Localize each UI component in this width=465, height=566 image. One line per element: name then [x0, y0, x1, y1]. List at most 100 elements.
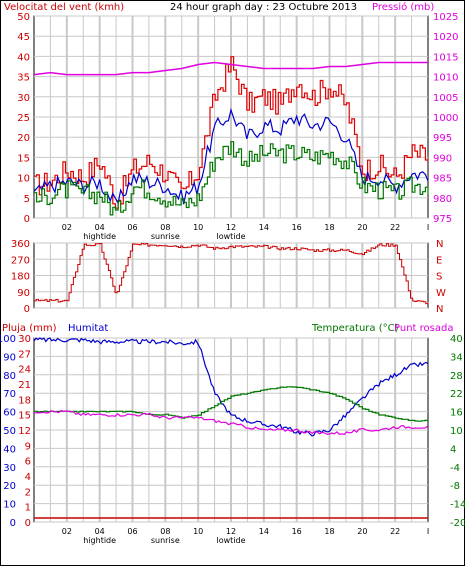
wind-y-tick-label: 20 — [17, 133, 30, 144]
x-annotation-label: lowtide — [216, 232, 245, 241]
x-annotation-label: hightide — [83, 232, 116, 241]
x-annotation-label: sunrise — [151, 232, 180, 241]
wind-direction-line — [34, 242, 429, 305]
temperature-line — [34, 386, 429, 422]
compass-tick-label: N — [436, 239, 443, 250]
x-tick-label-top: 18 — [324, 223, 334, 232]
temperature-y-tick-label: 34 — [450, 352, 463, 363]
x-tick-label-bottom: 20 — [357, 527, 367, 536]
direction-y-tick-label: 360 — [11, 239, 30, 250]
temperature-y-tick-label: -8 — [450, 481, 460, 492]
pressure-y-tick-label: 1010 — [433, 73, 458, 84]
pressure-y-tick-label: 985 — [433, 174, 452, 185]
wind-y-tick-label: 45 — [17, 32, 30, 43]
x-tick-label-top: 08 — [160, 223, 170, 232]
compass-tick-label: S — [436, 272, 442, 283]
rain-y-tick-label: 18 — [18, 395, 31, 406]
rain-y-tick-label: 15 — [18, 411, 31, 422]
dewpoint-axis-title: Punt rosada — [394, 323, 453, 334]
rain-y-tick-label: 6 — [25, 457, 31, 468]
chart-panels: 0510152025303540455097598098599099510001… — [0, 12, 465, 545]
pressure-y-tick-label: 995 — [433, 133, 452, 144]
x-tick-label-bottom: 14 — [259, 527, 269, 536]
rain-y-tick-label: 1 — [25, 503, 31, 514]
temperature-y-tick-label: 40 — [450, 334, 463, 345]
humidity-y-tick-label: 0 — [10, 518, 16, 529]
direction-y-tick-label: 270 — [11, 255, 30, 266]
wind-y-tick-label: 40 — [17, 52, 30, 63]
x-tick-label-top: 12 — [226, 223, 236, 232]
x-tick-label-top: 16 — [292, 223, 302, 232]
rain-axis-title: Pluja (mm) — [2, 323, 57, 334]
humidity-y-tick-label: 10 — [3, 500, 16, 511]
rain-y-tick-label: 9 — [25, 441, 31, 452]
wind-y-tick-label: 35 — [17, 73, 30, 84]
pressure-y-tick-label: 1025 — [433, 12, 458, 23]
humidity-axis-title: Humitat — [68, 323, 108, 334]
temperature-axis-title: Temperatura (°C) — [311, 323, 399, 334]
pressure-axis-title: Pressió (mb) — [372, 1, 434, 13]
humidity-y-tick-label: 90 — [3, 352, 16, 363]
x-tick-label-bottom: 18 — [324, 527, 334, 536]
pressure-y-tick-label: 1000 — [433, 113, 458, 124]
direction-y-tick-label: 90 — [17, 288, 30, 299]
x-tick-label-bottom: I — [427, 527, 429, 536]
x-tick-label-top: 06 — [127, 223, 137, 232]
x-tick-label-bottom: 12 — [226, 527, 236, 536]
pressure-y-tick-label: 975 — [433, 214, 452, 225]
humidity-y-tick-label: 80 — [3, 371, 16, 382]
wind-y-tick-label: 10 — [17, 174, 30, 185]
temperature-y-tick-label: 4 — [450, 444, 456, 455]
compass-tick-label: E — [436, 255, 442, 266]
wind-low-line — [34, 141, 429, 216]
wind-gust-line — [34, 56, 429, 209]
humidity-y-tick-label: 100 — [0, 334, 16, 345]
rain-y-tick-label: 24 — [18, 365, 31, 376]
wind-y-tick-label: 5 — [24, 194, 30, 205]
x-tick-label-bottom: 22 — [390, 527, 400, 536]
rain-y-tick-label: 30 — [18, 334, 31, 345]
pressure-y-tick-label: 1020 — [433, 32, 458, 43]
humidity-y-tick-label: 40 — [3, 444, 16, 455]
x-tick-label-bottom: 08 — [160, 527, 170, 536]
x-tick-label-bottom: 10 — [193, 527, 203, 536]
rain-y-tick-label: 2 — [25, 487, 31, 498]
x-tick-label-bottom: 02 — [62, 527, 72, 536]
pressure-y-tick-label: 1005 — [433, 93, 458, 104]
temperature-y-tick-label: -20 — [450, 518, 465, 529]
wind-speed-axis-title: Velocitat del vent (kmh) — [4, 2, 124, 13]
x-annotation-label: sunrise — [151, 536, 180, 545]
temperature-y-tick-label: 28 — [450, 371, 463, 382]
x-tick-label-bottom: 04 — [95, 527, 105, 536]
humidity-y-tick-label: 50 — [3, 426, 16, 437]
x-tick-label-top: 02 — [62, 223, 72, 232]
rain-y-tick-label: 21 — [18, 380, 31, 391]
x-tick-label-top: I — [427, 223, 429, 232]
humidity-y-tick-label: 30 — [3, 463, 16, 474]
temperature-y-tick-label: -14 — [450, 500, 465, 511]
x-tick-label-top: 04 — [95, 223, 105, 232]
wind-y-tick-label: 25 — [17, 113, 30, 124]
humidity-y-tick-label: 70 — [3, 389, 16, 400]
direction-y-tick-label: 180 — [11, 272, 30, 283]
rain-y-tick-label: 0 — [25, 518, 31, 529]
wind-y-tick-label: 0 — [24, 214, 30, 225]
temperature-y-tick-label: -4 — [450, 463, 460, 474]
wind-y-tick-label: 15 — [17, 153, 30, 164]
x-annotation-label: lowtide — [216, 536, 245, 545]
humidity-y-tick-label: 20 — [3, 481, 16, 492]
chart-title: 24 hour graph day : 23 Octubre 2013 — [170, 2, 357, 13]
pressure-y-tick-label: 980 — [433, 194, 452, 205]
pressure-y-tick-label: 1015 — [433, 52, 458, 63]
humidity-y-tick-label: 60 — [3, 408, 16, 419]
dewpoint-line — [33, 409, 429, 435]
x-tick-label-top: 22 — [390, 223, 400, 232]
pressure-y-tick-label: 990 — [433, 153, 452, 164]
x-annotation-label: hightide — [83, 536, 116, 545]
wind-y-tick-label: 50 — [17, 12, 30, 23]
compass-tick-label: N — [436, 304, 443, 315]
x-tick-label-top: 10 — [193, 223, 203, 232]
direction-y-tick-label: 0 — [24, 304, 30, 315]
temperature-y-tick-label: 22 — [450, 389, 463, 400]
